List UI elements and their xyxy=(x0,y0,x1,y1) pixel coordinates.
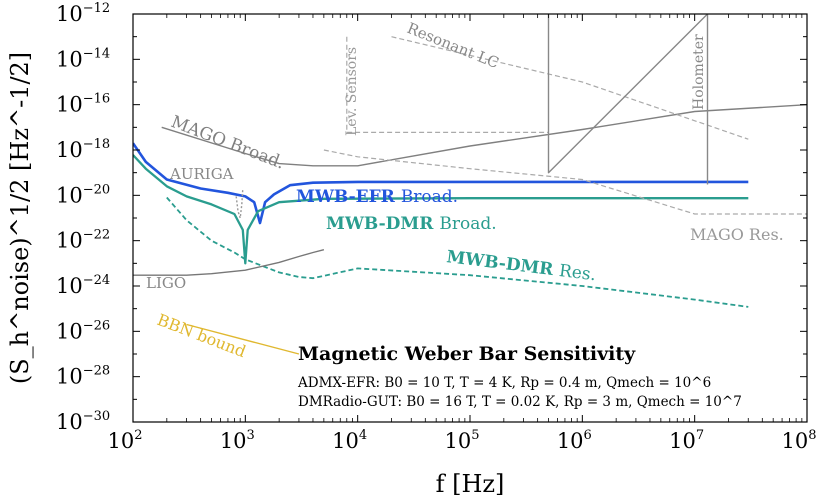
x-axis-title: f [Hz] xyxy=(436,470,505,498)
y-axis-title: (S_h^noise)^1/2 [Hz^-1/2] xyxy=(6,52,34,384)
series-mago-res xyxy=(323,149,807,215)
series-layer xyxy=(133,14,807,355)
series-holometer xyxy=(547,14,709,185)
x-tick-label: 104 xyxy=(332,428,367,453)
label-mwb-dmr-broad: MWB-DMR Broad. xyxy=(326,214,497,234)
y-tick-label: 10−14 xyxy=(56,46,110,71)
label-auriga: AURIGA xyxy=(169,165,234,183)
x-tick-label: 105 xyxy=(444,428,479,453)
y-tick-label: 10−22 xyxy=(56,228,110,253)
series-ligo xyxy=(133,249,325,276)
series-auriga xyxy=(235,188,244,219)
y-tick-label: 10−12 xyxy=(56,1,110,26)
y-tick-label: 10−28 xyxy=(56,364,110,389)
series-bbn-bound xyxy=(186,323,300,355)
label-bbn: BBN bound xyxy=(155,310,249,361)
x-tick-label: 102 xyxy=(107,428,142,453)
y-tick-label: 10−16 xyxy=(56,92,110,117)
x-tick-label: 108 xyxy=(781,428,816,453)
y-tick-label: 10−30 xyxy=(56,409,110,434)
y-tick-label: 10−20 xyxy=(56,182,110,207)
label-mwb-dmr-res: MWB-DMR Res. xyxy=(445,247,597,285)
ticks-layer: 102 103 104 105 106 107 108 10−12 10−14 10−16 10−1… xyxy=(56,1,817,453)
x-tick-label: 107 xyxy=(669,428,704,453)
y-tick-label: 10−18 xyxy=(56,137,110,162)
series-mwb-dmr-broad xyxy=(133,154,749,265)
label-mwb-efr-broad: MWB-EFR Broad. xyxy=(296,187,458,207)
x-tick-label: 103 xyxy=(220,428,255,453)
y-tick-label: 10−24 xyxy=(56,273,110,298)
series-mwb-dmr-res xyxy=(166,196,749,308)
label-mago-res: MAGO Res. xyxy=(690,225,784,244)
label-ligo: LIGO xyxy=(146,274,186,292)
y-tick-label: 10−26 xyxy=(56,318,110,343)
label-lev-sensors: Lev. Sensors xyxy=(344,47,360,136)
series-resonant-lc xyxy=(391,36,749,140)
label-holometer: Holometer xyxy=(691,34,707,110)
annotation-line1: ADMX-EFR: B0 = 10 T, T = 4 K, Rp = 0.4 m… xyxy=(297,375,711,391)
series-mago-broad xyxy=(161,104,807,167)
annotation-line2: DMRadio-GUT: B0 = 16 T, T = 0.02 K, Rp =… xyxy=(298,394,742,410)
annotation-title: Magnetic Weber Bar Sensitivity xyxy=(298,343,636,365)
x-tick-label: 106 xyxy=(557,428,592,453)
label-resonant-lc: Resonant LC xyxy=(405,19,502,72)
